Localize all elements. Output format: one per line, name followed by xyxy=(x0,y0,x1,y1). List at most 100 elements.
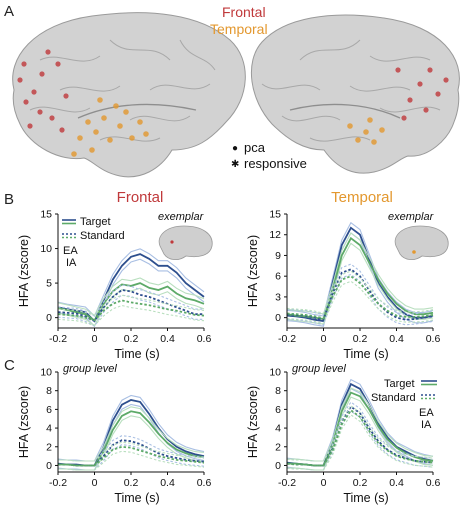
x-tick-label: 0.4 xyxy=(389,333,404,345)
series-band-ia-standard-lower xyxy=(58,450,205,471)
legend-c-ea-label: EA xyxy=(419,407,434,419)
right-hemisphere-brain xyxy=(250,14,460,174)
y-axis-label: HFA (zscore) xyxy=(246,235,260,307)
x-tick-label: -0.2 xyxy=(278,477,296,489)
y-tick-label: 9 xyxy=(275,250,281,262)
legend-responsive-label: responsive xyxy=(244,156,307,171)
y-tick-label: 10 xyxy=(40,243,52,255)
series-band-ia-target-lower xyxy=(58,415,205,471)
series-band-ea-standard-upper xyxy=(57,284,204,317)
x-tick-label: 0.2 xyxy=(353,477,368,489)
y-tick-label: 8 xyxy=(46,385,52,397)
series-band-ea-target-upper xyxy=(57,248,205,317)
chart-temporal-group-level: -0.2 0 0.2 0.4 0.6 0 2 4 6 8 10 Time (s) HFA (zscore… xyxy=(246,367,440,506)
series-band-ia-standard-upper xyxy=(58,441,205,462)
y-axis-label: HFA (zscore) xyxy=(17,386,31,458)
series-line-ia-standard xyxy=(58,445,205,467)
x-axis-label: Time (s) xyxy=(343,347,388,361)
x-tick-label: -0.2 xyxy=(278,333,296,345)
panel-label-a: A xyxy=(4,3,14,20)
x-axis-label: Time (s) xyxy=(343,491,388,505)
y-tick-label: 4 xyxy=(275,423,281,435)
x-tick-label: 0.2 xyxy=(124,477,139,489)
x-tick-label: 0.4 xyxy=(160,477,175,489)
series-band-ea-target-upper xyxy=(286,221,434,317)
legend-standard-label: Standard xyxy=(80,230,125,242)
y-tick-label: 4 xyxy=(46,423,52,435)
y-tick-label: 10 xyxy=(269,367,281,379)
x-axis-label: Time (s) xyxy=(114,491,159,505)
y-tick-label: 0 xyxy=(275,460,281,472)
x-tick-label: 0.6 xyxy=(426,477,441,489)
series-band-ia-standard-lower xyxy=(57,304,205,327)
series-band-ia-target-lower xyxy=(57,287,205,327)
y-axis-label: HFA (zscore) xyxy=(246,386,260,458)
exemplar-brain-inset-frontal xyxy=(158,225,213,260)
y-tick-label: 10 xyxy=(40,367,52,379)
y-tick-label: 0 xyxy=(46,460,52,472)
column-title-temporal: Temporal xyxy=(331,189,393,206)
exemplar-label-frontal: exemplar xyxy=(158,211,205,223)
series-band-ia-target-upper xyxy=(57,277,205,317)
y-tick-label: 15 xyxy=(40,209,52,221)
exemplar-label-temporal: exemplar xyxy=(388,211,435,223)
x-tick-label: 0.6 xyxy=(197,477,212,489)
x-tick-label: 0 xyxy=(92,477,98,489)
responsive-star-icon: ✱ xyxy=(231,159,239,170)
x-tick-label: -0.2 xyxy=(49,333,67,345)
legend-pca-label: pca xyxy=(244,140,266,155)
y-tick-label: 0 xyxy=(275,312,281,324)
pca-dot-icon: ● xyxy=(232,143,238,154)
x-tick-label: 0 xyxy=(321,333,327,345)
y-axis-label: HFA (zscore) xyxy=(17,235,31,307)
y-tick-label: 5 xyxy=(46,278,52,290)
legend-ea-label: EA xyxy=(63,245,78,257)
series-band-ea-target-lower xyxy=(57,258,205,328)
series-line-ea-standard xyxy=(57,289,204,323)
series-line-ia-standard xyxy=(286,275,434,320)
legend-c-standard-label: Standard xyxy=(371,392,416,404)
x-tick-label: 0.2 xyxy=(353,333,368,345)
legend-panel-c: Target Standard EA IA xyxy=(371,378,437,431)
series-band-ia-standard-upper xyxy=(57,294,205,316)
x-tick-label: 0 xyxy=(92,333,98,345)
y-tick-label: 0 xyxy=(46,312,52,324)
column-title-frontal: Frontal xyxy=(117,189,164,206)
y-tick-label: 6 xyxy=(46,404,52,416)
series-band-ia-standard-lower xyxy=(286,414,434,471)
series-line-ia-target xyxy=(58,410,205,467)
chart-frontal-group-level: -0.2 0 0.2 0.4 0.6 0 2 4 6 8 10 Time (s) HFA (zscore… xyxy=(17,367,211,506)
group-level-label-frontal: group level xyxy=(63,363,117,375)
series-band-ia-standard-lower xyxy=(286,280,434,325)
series-band-ia-standard-upper xyxy=(286,270,434,314)
series-line-ia-standard xyxy=(286,409,434,467)
series-band-ea-standard-lower xyxy=(286,410,434,471)
y-tick-label: 15 xyxy=(269,209,281,221)
series-line-ea-standard xyxy=(286,405,434,467)
series-band-ea-standard-upper xyxy=(286,401,434,462)
series-band-ea-standard-upper xyxy=(286,263,434,316)
x-tick-label: 0.2 xyxy=(124,333,139,345)
panel-label-c: C xyxy=(4,357,15,374)
chart-temporal-exemplar: -0.2 0 0.2 0.4 0.6 0 3 6 9 12 15 Time (s) HFA (zscor… xyxy=(246,209,440,362)
y-tick-label: 6 xyxy=(275,271,281,283)
x-tick-label: -0.2 xyxy=(49,477,67,489)
x-axis-label: Time (s) xyxy=(114,347,159,361)
legend-target-label: Target xyxy=(80,216,111,228)
series-band-ea-standard-upper xyxy=(58,435,205,462)
panel-label-b: B xyxy=(4,191,14,208)
y-tick-label: 2 xyxy=(275,441,281,453)
x-tick-label: 0.6 xyxy=(426,333,441,345)
legend-ia-label: IA xyxy=(66,257,77,269)
x-tick-label: 0.6 xyxy=(197,333,212,345)
series-band-ia-target-upper xyxy=(58,406,205,462)
y-tick-label: 2 xyxy=(46,441,52,453)
legend-c-ia-label: IA xyxy=(421,419,432,431)
x-tick-label: 0.4 xyxy=(389,477,404,489)
series-line-ea-standard xyxy=(58,439,205,467)
legend-frontal-label: Frontal xyxy=(222,4,266,20)
left-hemisphere-brain xyxy=(12,12,246,178)
series-band-ia-standard-upper xyxy=(286,405,434,462)
y-tick-label: 12 xyxy=(269,229,281,241)
